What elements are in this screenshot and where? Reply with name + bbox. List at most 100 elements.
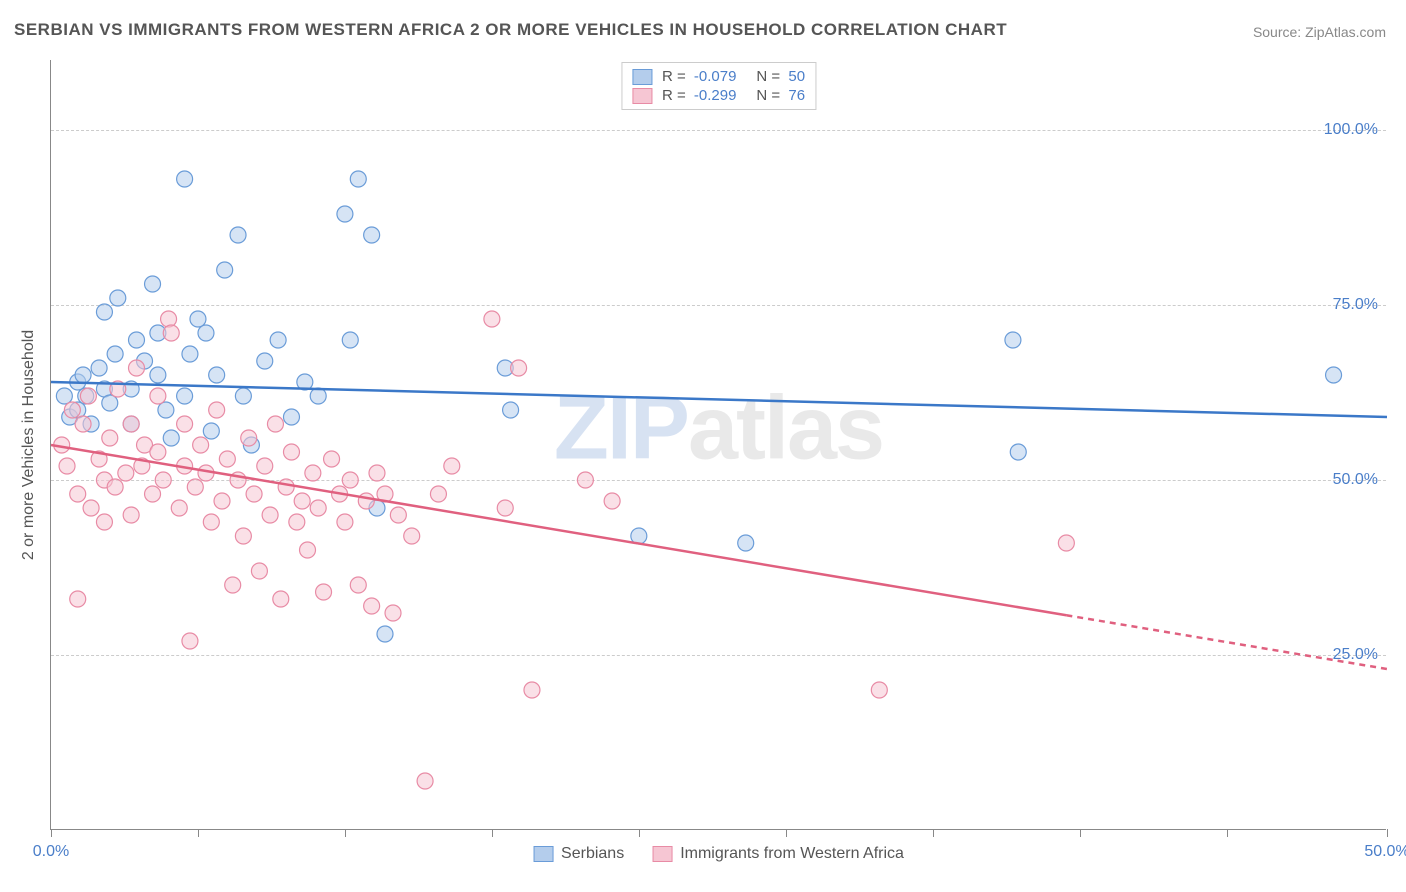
scatter-point [273, 591, 289, 607]
scatter-point [257, 458, 273, 474]
scatter-point [70, 591, 86, 607]
scatter-point [171, 500, 187, 516]
x-tick [345, 829, 346, 837]
scatter-point [209, 402, 225, 418]
correlation-legend-row: R = -0.299N = 76 [632, 86, 805, 105]
x-tick [933, 829, 934, 837]
scatter-point [59, 458, 75, 474]
scatter-point [294, 493, 310, 509]
scatter-point [262, 507, 278, 523]
scatter-point [110, 290, 126, 306]
scatter-point [246, 486, 262, 502]
correlation-legend-row: R = -0.079 N = 50 [632, 67, 805, 86]
scatter-point [102, 430, 118, 446]
scatter-point [198, 325, 214, 341]
x-tick-label: 50.0% [1364, 843, 1406, 861]
scatter-point [364, 227, 380, 243]
scatter-point [377, 626, 393, 642]
series-legend-label: Immigrants from Western Africa [680, 845, 904, 863]
scatter-point [257, 353, 273, 369]
scatter-point [350, 577, 366, 593]
scatter-point [107, 346, 123, 362]
scatter-point [604, 493, 620, 509]
scatter-point [283, 444, 299, 460]
scatter-point [342, 332, 358, 348]
scatter-point [358, 493, 374, 509]
scatter-point [225, 577, 241, 593]
scatter-point [150, 388, 166, 404]
scatter-point [219, 451, 235, 467]
x-tick-label: 0.0% [33, 843, 69, 861]
scatter-point [524, 682, 540, 698]
scatter-point [145, 486, 161, 502]
scatter-point [177, 171, 193, 187]
scatter-point [123, 416, 139, 432]
scatter-point [417, 773, 433, 789]
scatter-point [129, 360, 145, 376]
trend-line [51, 445, 1066, 615]
scatter-point [289, 514, 305, 530]
scatter-point [193, 437, 209, 453]
scatter-point [337, 206, 353, 222]
scatter-point [310, 500, 326, 516]
scatter-point [214, 493, 230, 509]
series-legend-item: Serbians [533, 845, 624, 863]
scatter-point [278, 479, 294, 495]
scatter-point [56, 388, 72, 404]
scatter-point [70, 486, 86, 502]
scatter-point [123, 507, 139, 523]
x-tick [1387, 829, 1388, 837]
scatter-point [230, 227, 246, 243]
chart-container: SERBIAN VS IMMIGRANTS FROM WESTERN AFRIC… [0, 0, 1406, 892]
scatter-point [182, 346, 198, 362]
trend-line [51, 382, 1387, 417]
scatter-point [96, 514, 112, 530]
scatter-point [241, 430, 257, 446]
scatter-point [163, 430, 179, 446]
series-legend: Serbians Immigrants from Western Africa [533, 845, 904, 863]
scatter-point [1058, 535, 1074, 551]
legend-r-label: R = -0.299 [662, 87, 736, 104]
scatter-point [404, 528, 420, 544]
scatter-point [283, 409, 299, 425]
x-tick [51, 829, 52, 837]
legend-n-label: N = 50 [756, 68, 805, 85]
scatter-point [497, 500, 513, 516]
correlation-legend: R = -0.079 N = 50R = -0.299N = 76 [621, 62, 816, 110]
scatter-point [83, 500, 99, 516]
scatter-point [187, 479, 203, 495]
scatter-point [203, 423, 219, 439]
scatter-point [270, 332, 286, 348]
scatter-point [738, 535, 754, 551]
scatter-point [235, 528, 251, 544]
scatter-point [155, 472, 171, 488]
scatter-point [390, 507, 406, 523]
scatter-point [177, 416, 193, 432]
scatter-point [305, 465, 321, 481]
trend-line-dashed [1066, 615, 1387, 669]
scatter-point [577, 472, 593, 488]
scatter-point [511, 360, 527, 376]
x-tick [1080, 829, 1081, 837]
scatter-point [1326, 367, 1342, 383]
series-legend-label: Serbians [561, 845, 624, 863]
legend-swatch [632, 69, 652, 85]
scatter-point [163, 325, 179, 341]
x-tick [1227, 829, 1228, 837]
scatter-point [177, 388, 193, 404]
legend-swatch [533, 846, 553, 862]
scatter-point [64, 402, 80, 418]
scatter-point [107, 479, 123, 495]
legend-r-label: R = -0.079 [662, 68, 736, 85]
scatter-point [217, 262, 233, 278]
scatter-point [871, 682, 887, 698]
scatter-point [182, 633, 198, 649]
scatter-point [145, 276, 161, 292]
chart-title: SERBIAN VS IMMIGRANTS FROM WESTERN AFRIC… [14, 20, 1007, 40]
scatter-point [203, 514, 219, 530]
scatter-point [158, 402, 174, 418]
scatter-point [484, 311, 500, 327]
scatter-point [337, 514, 353, 530]
scatter-point [1005, 332, 1021, 348]
legend-swatch [652, 846, 672, 862]
